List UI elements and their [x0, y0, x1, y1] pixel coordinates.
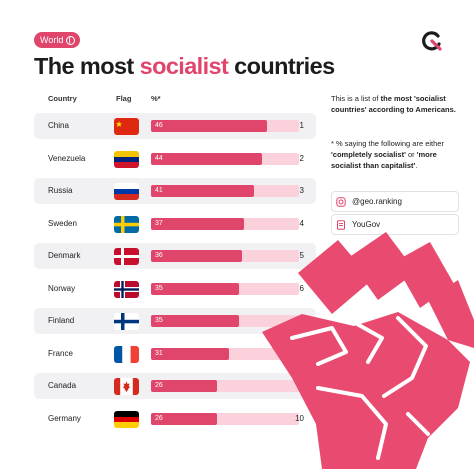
- bar-value-label: 44: [155, 154, 163, 162]
- bar: [151, 185, 254, 197]
- table-row: Norway 35 6: [34, 276, 316, 302]
- venezuela-flag: [114, 150, 139, 168]
- bar: [151, 120, 267, 132]
- finland-flag: [114, 313, 139, 330]
- rank-number: 3: [299, 186, 304, 195]
- norway-flag: [114, 280, 139, 298]
- france-flag: [114, 345, 139, 363]
- country-name: Sweden: [48, 218, 77, 228]
- title-prefix: The most: [34, 53, 140, 79]
- country-name: France: [48, 348, 73, 358]
- bar: [151, 347, 229, 360]
- header-flag: Flag: [116, 94, 132, 103]
- country-name: Finland: [48, 316, 75, 325]
- country-name: Norway: [48, 283, 76, 293]
- header-country: Country: [48, 94, 77, 103]
- globe-icon: [66, 35, 76, 45]
- table-row: Russia 41 3: [34, 178, 316, 204]
- source-yougov[interactable]: YouGov: [331, 214, 459, 235]
- side-bold-1: the most 'socialist countries' according…: [331, 94, 456, 114]
- side-footnote: * % saying the following are either 'com…: [331, 138, 463, 171]
- source-instagram-label: @geo.ranking: [352, 197, 402, 206]
- side-end: .: [415, 161, 418, 170]
- bar-value-label: 35: [155, 317, 163, 324]
- bar: [151, 250, 242, 262]
- side-star-text: * % saying the following are either: [331, 139, 444, 148]
- bar-value-label: 26: [155, 414, 163, 422]
- germany-flag: [114, 410, 139, 428]
- bar-value-label: 26: [155, 382, 163, 389]
- rank-number: 1: [299, 121, 304, 130]
- header-percent: %*: [151, 94, 161, 103]
- bar-value-label: 31: [155, 349, 163, 357]
- bar-value-label: 35: [155, 284, 163, 292]
- table-row: Sweden 37 4: [34, 211, 316, 237]
- bar: [151, 217, 244, 230]
- country-name: Canada: [48, 381, 77, 390]
- source-yougov-label: YouGov: [352, 220, 381, 229]
- world-badge-label: World: [40, 35, 64, 45]
- side-or: or: [405, 150, 417, 159]
- world-badge[interactable]: World: [34, 32, 81, 48]
- source-instagram[interactable]: @geo.ranking: [331, 191, 459, 212]
- geo-ranking-logo: [422, 31, 442, 51]
- table-row: Denmark 36 5: [34, 243, 316, 269]
- rank-number: 4: [299, 218, 304, 228]
- country-name: Venezuela: [48, 153, 86, 163]
- table-row: Canada269: [34, 373, 316, 399]
- table-row: China 46 1: [34, 113, 316, 139]
- bar-value-label: 41: [155, 187, 163, 194]
- side-bold-3: 'more socialist than capitalist': [331, 150, 437, 170]
- table-row: Venezuela 44 2: [34, 146, 316, 172]
- title-highlight: socialist: [139, 53, 229, 79]
- country-name: Denmark: [48, 251, 81, 260]
- table-row: Germany 26 10: [34, 406, 316, 432]
- bar-value-label: 37: [155, 219, 163, 227]
- sweden-flag: [114, 215, 139, 233]
- country-name: Russia: [48, 186, 73, 195]
- country-name: Germany: [48, 413, 81, 423]
- canada-flag: [114, 378, 139, 395]
- raised-fist-illustration: [262, 232, 474, 469]
- russia-flag: [114, 183, 139, 200]
- page-title: The most socialist countries: [34, 53, 335, 80]
- china-flag: [114, 118, 139, 135]
- table-row: France318: [34, 341, 316, 367]
- bar-value-label: 46: [155, 122, 163, 129]
- bar: [151, 412, 217, 425]
- side-text-1: This is a list of: [331, 94, 381, 103]
- country-name: China: [48, 121, 69, 130]
- title-suffix: countries: [228, 53, 335, 79]
- bar-value-label: 36: [155, 252, 163, 259]
- document-icon: [337, 219, 345, 230]
- bar: [151, 315, 239, 327]
- bar: [151, 380, 217, 392]
- rank-number: 5: [299, 251, 304, 260]
- rank-number: 6: [299, 283, 304, 293]
- denmark-flag: [114, 248, 139, 265]
- side-description: This is a list of the most 'socialist co…: [331, 93, 463, 115]
- bar: [151, 152, 262, 165]
- rank-number: 10: [295, 413, 304, 423]
- rank-number: 2: [299, 153, 304, 163]
- instagram-icon: [336, 196, 346, 207]
- side-bold-2: 'completely socialist': [331, 150, 406, 159]
- bar: [151, 282, 239, 295]
